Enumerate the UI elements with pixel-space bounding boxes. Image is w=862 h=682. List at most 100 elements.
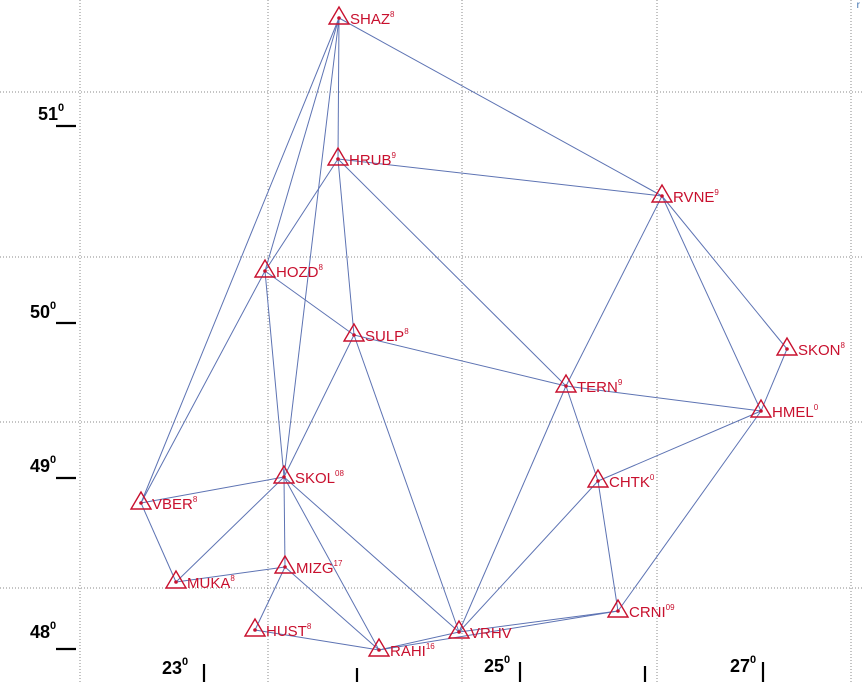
baseline-skol-rahi bbox=[283, 476, 380, 651]
station-point bbox=[174, 580, 178, 584]
baseline-skol-vrhv bbox=[283, 476, 460, 633]
station-point bbox=[596, 479, 600, 483]
baseline-sulp-vrhv bbox=[353, 334, 460, 633]
station-hust[interactable]: HUST8 bbox=[243, 617, 312, 640]
baseline-skol-muka bbox=[175, 476, 285, 583]
station-hozd[interactable]: HOZD8 bbox=[253, 258, 324, 281]
longitude-labels: 230 250 270 bbox=[162, 654, 765, 682]
station-point bbox=[337, 16, 341, 20]
baseline-hrub-rvne bbox=[337, 158, 663, 197]
station-point bbox=[282, 475, 286, 479]
baseline-mizg-hust bbox=[254, 566, 286, 631]
station-hmel[interactable]: HMEL0 bbox=[749, 398, 819, 421]
lon-label: 270 bbox=[730, 654, 756, 676]
station-chtk[interactable]: CHTK0 bbox=[586, 468, 655, 491]
baseline-shaz-vber bbox=[140, 17, 340, 504]
station-point bbox=[352, 333, 356, 337]
lat-label: 490 bbox=[30, 454, 56, 476]
station-mizg[interactable]: MIZG17 bbox=[273, 554, 343, 577]
station-triangle-icon bbox=[253, 258, 277, 278]
station-superscript: 9 bbox=[714, 188, 719, 197]
baseline-vber-muka bbox=[140, 502, 177, 583]
station-name: HOZD bbox=[276, 264, 319, 281]
station-label: MIZG17 bbox=[296, 559, 343, 577]
station-label: VBER8 bbox=[152, 495, 198, 513]
station-point bbox=[564, 384, 568, 388]
station-markers: SHAZ8HRUB9RVNE9HOZD8SULP8SKON8TERN9HMEL0… bbox=[129, 5, 846, 660]
station-superscript: 8 bbox=[841, 341, 846, 350]
station-triangle-icon bbox=[243, 617, 267, 637]
station-label: RVNE9 bbox=[673, 188, 719, 206]
station-point bbox=[263, 269, 267, 273]
station-superscript: 17 bbox=[334, 559, 343, 568]
baseline-shaz-rvne bbox=[338, 17, 663, 197]
station-triangle-icon bbox=[554, 373, 578, 393]
station-point bbox=[253, 628, 257, 632]
station-superscript: 8 bbox=[230, 574, 235, 583]
station-triangle-icon bbox=[327, 5, 351, 25]
station-label: HUST8 bbox=[266, 622, 312, 640]
station-label: HRUB9 bbox=[349, 151, 397, 169]
station-triangle-icon bbox=[342, 322, 366, 342]
baseline-hrub-tern bbox=[337, 158, 567, 387]
station-label: MUKA8 bbox=[187, 574, 235, 592]
station-muka[interactable]: MUKA8 bbox=[164, 569, 235, 592]
station-name: HRUB bbox=[349, 152, 392, 169]
station-label: HMEL0 bbox=[772, 403, 819, 421]
station-point bbox=[785, 347, 789, 351]
station-triangle-icon bbox=[273, 554, 297, 574]
station-name: SHAZ bbox=[350, 11, 390, 28]
station-crni[interactable]: CRNI09 bbox=[606, 598, 675, 621]
station-point bbox=[616, 609, 620, 613]
baseline-hozd-vber bbox=[140, 270, 266, 504]
baseline-hozd-skol bbox=[264, 270, 285, 478]
station-superscript: 09 bbox=[666, 603, 675, 612]
baseline-sulp-skol bbox=[283, 334, 355, 478]
station-sulp[interactable]: SULP8 bbox=[342, 322, 409, 345]
station-triangle-icon bbox=[586, 468, 610, 488]
station-hrub[interactable]: HRUB9 bbox=[326, 146, 397, 169]
baseline-tern-vrhv bbox=[458, 385, 567, 633]
baseline-skol-vber bbox=[140, 476, 285, 504]
baseline-chtk-vrhv bbox=[458, 480, 599, 633]
station-rahi[interactable]: RAHI16 bbox=[367, 637, 435, 660]
baseline-crni-rahi bbox=[378, 610, 619, 651]
baseline-hmel-crni bbox=[617, 410, 762, 612]
station-point bbox=[377, 648, 381, 652]
station-triangle-icon bbox=[272, 464, 296, 484]
station-superscript: 8 bbox=[319, 263, 324, 272]
station-label: VRHV bbox=[470, 625, 512, 642]
station-name: MIZG bbox=[296, 560, 334, 577]
station-label: CHTK0 bbox=[609, 473, 655, 491]
baseline-skon-hmel bbox=[760, 348, 788, 412]
station-name: VBER bbox=[152, 496, 193, 513]
baseline-rvne-tern bbox=[565, 195, 663, 387]
station-vber[interactable]: VBER8 bbox=[129, 490, 198, 513]
station-name: SKON bbox=[798, 342, 841, 359]
station-triangle-icon bbox=[606, 598, 630, 618]
station-label: TERN9 bbox=[577, 378, 623, 396]
station-tern[interactable]: TERN9 bbox=[554, 373, 623, 396]
baseline-hrub-sulp bbox=[337, 158, 355, 336]
station-skon[interactable]: SKON8 bbox=[775, 336, 846, 359]
lat-label: 500 bbox=[30, 300, 56, 322]
station-label: SKOL08 bbox=[295, 469, 344, 487]
station-skol[interactable]: SKOL08 bbox=[272, 464, 344, 487]
station-vrhv[interactable]: VRHV bbox=[447, 619, 512, 642]
baseline-chtk-crni bbox=[597, 480, 619, 612]
station-name: SULP bbox=[365, 328, 404, 345]
station-rvne[interactable]: RVNE9 bbox=[650, 183, 719, 206]
station-superscript: 08 bbox=[335, 469, 344, 478]
station-shaz[interactable]: SHAZ8 bbox=[327, 5, 395, 28]
station-point bbox=[139, 501, 143, 505]
station-label: SULP8 bbox=[365, 327, 409, 345]
station-triangle-icon bbox=[749, 398, 773, 418]
baseline-tern-chtk bbox=[565, 385, 599, 482]
baseline-shaz-hozd bbox=[264, 17, 340, 272]
station-label: CRNI09 bbox=[629, 603, 675, 621]
station-name: RVNE bbox=[673, 189, 714, 206]
lat-label: 480 bbox=[30, 620, 56, 642]
lon-label: 230 bbox=[162, 656, 188, 678]
station-triangle-icon bbox=[367, 637, 391, 657]
